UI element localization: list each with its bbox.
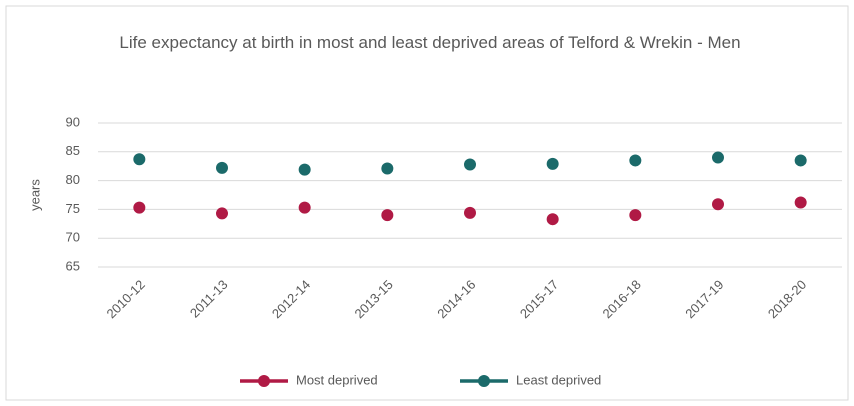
data-point <box>546 157 559 170</box>
y-tick-label: 90 <box>66 114 80 129</box>
data-point <box>133 201 146 214</box>
data-point <box>464 206 476 219</box>
data-point <box>216 207 228 220</box>
data-point <box>794 196 807 209</box>
y-axis-label: years <box>27 179 42 211</box>
legend-marker <box>258 375 270 387</box>
data-point <box>133 153 146 166</box>
data-point <box>712 198 724 211</box>
y-tick-label: 75 <box>66 201 80 216</box>
chart-title: Life expectancy at birth in most and lea… <box>119 33 741 52</box>
data-point <box>216 161 228 174</box>
data-point <box>629 209 642 222</box>
data-point <box>298 201 311 214</box>
data-point <box>546 213 559 226</box>
data-point <box>298 163 311 176</box>
y-tick-label: 80 <box>66 172 80 187</box>
legend-label: Least deprived <box>516 372 601 387</box>
y-tick-label: 70 <box>66 230 80 245</box>
data-point <box>464 158 476 171</box>
data-point <box>794 154 807 167</box>
data-point <box>629 154 642 167</box>
chart-frame <box>5 5 849 401</box>
y-tick-label: 65 <box>66 258 80 273</box>
y-tick-label: 85 <box>66 143 80 158</box>
data-point <box>712 151 724 164</box>
legend-marker <box>478 375 490 387</box>
data-point <box>381 162 394 175</box>
legend-label: Most deprived <box>296 372 378 387</box>
data-point <box>381 209 394 222</box>
